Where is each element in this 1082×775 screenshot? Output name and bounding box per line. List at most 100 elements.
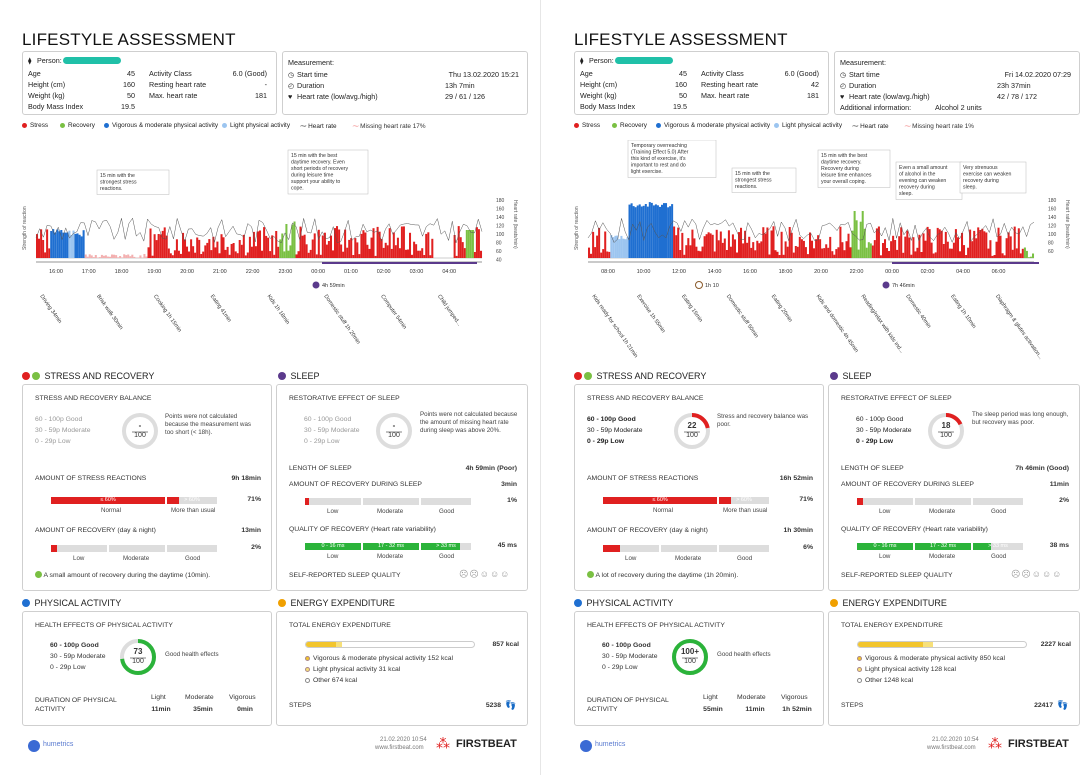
chart-bar	[127, 254, 130, 258]
light-value: 11min	[151, 706, 171, 713]
chart-bar	[920, 252, 923, 258]
chart-bar	[971, 241, 974, 258]
vigorous-value: 0min	[237, 706, 253, 713]
chart-bar	[179, 253, 182, 258]
legend-hr: Heart rate	[308, 123, 337, 130]
sleep-scale-moderate: 30 - 59p Moderate	[304, 427, 360, 434]
chart-bar	[113, 254, 116, 258]
vigorous-dot-icon	[104, 122, 109, 128]
light-ee-dot-icon	[857, 666, 862, 672]
recovery-amount-label: AMOUNT OF RECOVERY (day & night)	[587, 527, 708, 534]
chart-bar	[845, 241, 848, 258]
x-tick-label: 20:00	[814, 269, 828, 275]
chart-bar	[977, 227, 980, 258]
x-tick-label: 18:00	[779, 269, 793, 275]
chart-bar	[287, 250, 290, 258]
annotation-text: leisure time enhances	[821, 173, 872, 179]
annotation-text: your overall coping.	[821, 179, 866, 185]
duration-label: Duration	[297, 81, 325, 90]
activity-label: Domestic stuff 1h 20min	[322, 294, 361, 346]
stopwatch-icon: ◴	[840, 81, 847, 90]
chart-bar	[855, 220, 858, 258]
legend-light: Light physical activity	[230, 122, 291, 129]
hr-label: Heart rate (low/avg./high)	[849, 92, 930, 101]
chart-bar	[608, 251, 611, 258]
chart-bar	[319, 254, 322, 258]
chart-bar	[833, 254, 836, 258]
chart-bar	[926, 226, 929, 258]
pa-note: Good health effects	[717, 651, 771, 658]
chart-bar	[614, 235, 617, 258]
chart-bar	[646, 206, 649, 258]
smiley-faces-icon[interactable]: ☹☹☺☺☺	[459, 569, 511, 579]
chart-bar	[950, 248, 953, 258]
heart-rate-line	[35, 217, 483, 244]
nap-duration: 1h 10	[705, 283, 719, 289]
chart-bar	[959, 251, 962, 258]
moderate-pa-label: Moderate	[185, 694, 214, 701]
chart-bar	[115, 255, 118, 258]
smiley-faces-icon[interactable]: ☹☹☺☺☺	[1011, 569, 1063, 579]
measurement-label: Measurement:	[840, 58, 886, 67]
gauge-track	[376, 413, 412, 449]
chart-bar	[151, 255, 154, 258]
stress-recovery-chart: Strength of reaction Heart rate (beats/mi…	[22, 149, 518, 346]
chart-bar	[411, 254, 414, 258]
chart-bar	[277, 246, 280, 258]
sleep-scale-low: 0 - 29p Low	[856, 438, 894, 445]
sleep-section-title: SLEEP	[830, 371, 872, 381]
chart-bar	[752, 242, 755, 258]
hrv-good-label: Good	[991, 553, 1007, 560]
chart-bar	[665, 203, 668, 258]
stress-title-text: STRESS AND RECOVERY	[596, 371, 707, 381]
chart-bar	[334, 228, 337, 258]
chart-bar	[311, 239, 314, 258]
chart-bar	[257, 231, 260, 258]
plus-icon	[587, 571, 594, 578]
chart-bar	[263, 227, 266, 258]
footer-url[interactable]: www.firstbeat.com	[927, 745, 976, 751]
chart-bar	[82, 230, 85, 258]
chart-bar	[279, 239, 282, 258]
chart-bar	[916, 247, 919, 258]
pa-box: HEALTH EFFECTS OF PHYSICAL ACTIVITY 60 -…	[574, 611, 824, 726]
chart-bar	[804, 247, 807, 258]
stress-bar-more-fill	[167, 497, 179, 504]
chart-bar	[811, 240, 814, 258]
weight-label: Weight (kg)	[580, 91, 617, 100]
footer-url[interactable]: www.firstbeat.com	[375, 745, 424, 751]
chart-bar	[758, 243, 761, 258]
chart-bar	[648, 202, 651, 258]
chart-bar	[677, 227, 680, 258]
annotation-text: short periods of recovery	[291, 166, 348, 172]
chart-bar	[944, 231, 947, 258]
chart-bar	[817, 235, 820, 258]
chart-bar	[659, 206, 662, 258]
annotation-text: sleep.	[899, 191, 913, 197]
legend-vigorous: Vigorous & moderate physical activity	[112, 122, 219, 129]
recovery-amount-label: AMOUNT OF RECOVERY (day & night)	[35, 527, 156, 534]
balance-denominator: 100	[686, 432, 698, 439]
chart-bar	[669, 206, 672, 258]
chart-bar	[119, 256, 122, 258]
x-tick-label: 12:00	[672, 269, 686, 275]
chart-bar	[857, 249, 860, 258]
sleep-rec-bar-low	[305, 498, 361, 505]
chart-bar	[892, 235, 895, 258]
chart-bar	[289, 245, 292, 258]
chart-bar	[390, 248, 393, 258]
chart-bar	[107, 256, 110, 258]
chart-bar	[746, 242, 749, 258]
recovery-bar-fill	[51, 545, 57, 552]
person-label: Person:	[589, 56, 614, 65]
chart-bar	[125, 255, 128, 258]
annotation-text: Recovery during	[821, 166, 859, 172]
stress-bar-more: > 60%	[719, 497, 769, 504]
hrv-bar-moderate: 17 - 32 ms	[363, 543, 419, 550]
chart-bar	[360, 233, 363, 258]
pa-scale-low: 0 - 29p Low	[602, 664, 638, 671]
chart-bar	[656, 205, 659, 258]
chart-bar	[1009, 236, 1012, 258]
chart-bar	[248, 236, 251, 258]
annotation-text: 15 min with the	[735, 171, 770, 177]
